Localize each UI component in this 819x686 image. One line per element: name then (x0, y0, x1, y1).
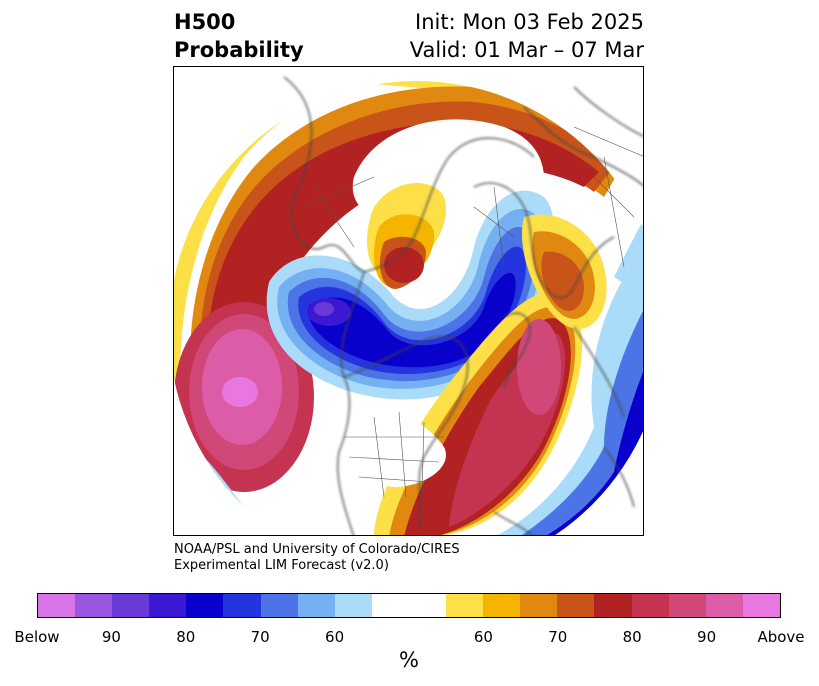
colorbar-tick-label: 90 (101, 628, 121, 646)
colorbar-unit: % (399, 648, 419, 672)
probability-map (173, 66, 644, 536)
colorbar-tick-label: 60 (473, 628, 493, 646)
colorbar-segment (371, 594, 447, 617)
init-date: Init: Mon 03 Feb 2025 (415, 10, 644, 34)
colorbar-segment (334, 594, 372, 617)
colorbar-tick-label: Below (14, 628, 60, 646)
colorbar-segment (38, 594, 76, 617)
colorbar-segment (446, 594, 484, 617)
political-borders (303, 126, 643, 498)
credit-line-2: Experimental LIM Forecast (v2.0) (174, 558, 389, 573)
colorbar-tick-label: 80 (176, 628, 196, 646)
colorbar-tick-label: 80 (622, 628, 642, 646)
colorbar-tick-label: 90 (697, 628, 717, 646)
chart-title: H500 Probability (174, 8, 304, 64)
colorbar-tick-label: Above (757, 628, 805, 646)
title-line-1: H500 (174, 10, 236, 34)
coastlines (283, 76, 643, 535)
colorbar-segment (483, 594, 521, 617)
forecast-dates: Init: Mon 03 Feb 2025 Valid: 01 Mar – 07… (410, 8, 644, 64)
colorbar-segment (149, 594, 187, 617)
colorbar-segment (520, 594, 558, 617)
colorbar-segment (668, 594, 706, 617)
colorbar-segment (186, 594, 224, 617)
colorbar-segment (260, 594, 298, 617)
map-svg (174, 76, 643, 535)
colorbar-segment (75, 594, 113, 617)
colorbar-segment (631, 594, 669, 617)
title-line-2: Probability (174, 38, 304, 62)
colorbar-segment (705, 594, 743, 617)
colorbar-segment (223, 594, 261, 617)
colorbar-segment (297, 594, 335, 617)
colorbar-tick-label: 70 (548, 628, 568, 646)
colorbar-tick-label: 60 (325, 628, 345, 646)
colorbar-tick-label: 70 (250, 628, 270, 646)
colorbar-segment (594, 594, 632, 617)
credit: NOAA/PSL and University of Colorado/CIRE… (174, 542, 460, 574)
colorbar-segment (742, 594, 780, 617)
colorbar-segment (557, 594, 595, 617)
probability-field (174, 81, 643, 535)
colorbar (37, 593, 781, 618)
valid-date: Valid: 01 Mar – 07 Mar (409, 38, 644, 62)
credit-line-1: NOAA/PSL and University of Colorado/CIRE… (174, 542, 460, 557)
colorbar-segment (112, 594, 150, 617)
